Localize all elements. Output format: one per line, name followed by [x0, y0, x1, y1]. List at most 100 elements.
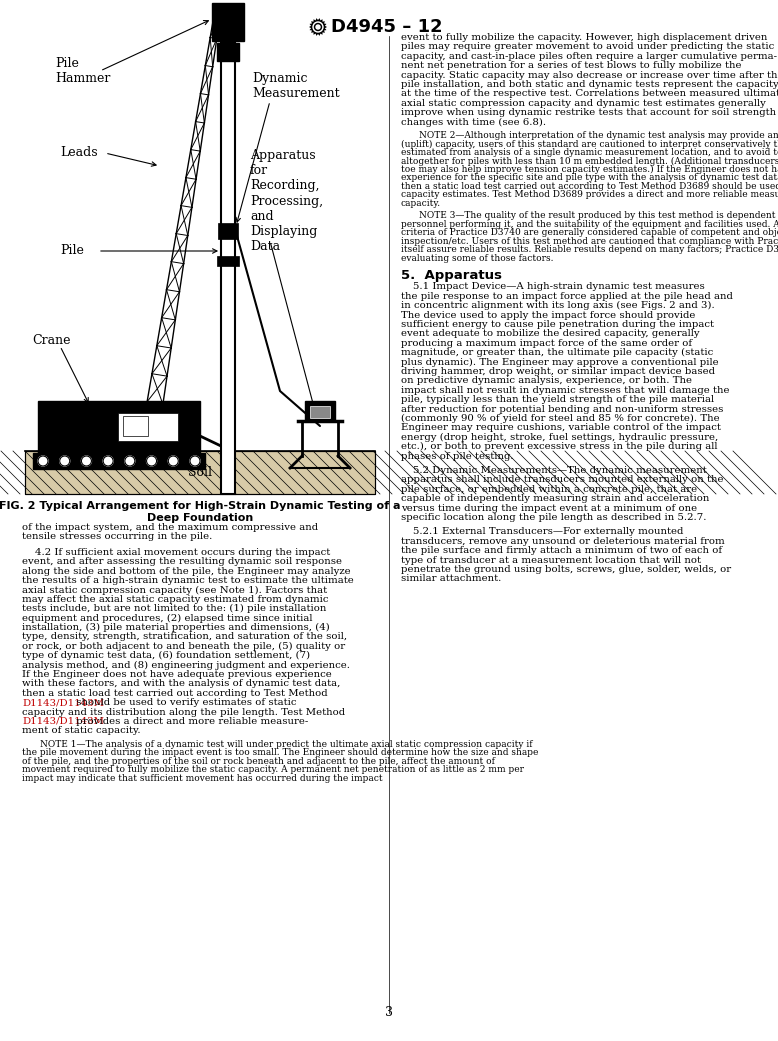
- Polygon shape: [309, 18, 327, 35]
- Text: pile installation, and both static and dynamic tests represent the capacity: pile installation, and both static and d…: [401, 80, 778, 88]
- Bar: [217, 43, 239, 61]
- Circle shape: [313, 22, 323, 32]
- Text: 5.  Apparatus: 5. Apparatus: [401, 270, 502, 282]
- Text: tests include, but are not limited to the: (1) pile installation: tests include, but are not limited to th…: [22, 604, 327, 613]
- Circle shape: [38, 456, 48, 466]
- Text: versus time during the impact event at a minimum of one: versus time during the impact event at a…: [401, 504, 697, 513]
- Text: 5.2.1 External Transducers—For externally mounted: 5.2.1 External Transducers—For externall…: [413, 528, 683, 536]
- Text: toe may also help improve tension capacity estimates.) If the Engineer does not : toe may also help improve tension capaci…: [401, 166, 778, 174]
- Text: 3: 3: [385, 1006, 393, 1019]
- Text: criteria of Practice D3740 are generally considered capable of competent and obj: criteria of Practice D3740 are generally…: [401, 229, 778, 237]
- Text: on predictive dynamic analysis, experience, or both. The: on predictive dynamic analysis, experien…: [401, 377, 692, 385]
- Circle shape: [314, 24, 321, 30]
- Bar: [305, 401, 335, 421]
- Text: then a static load test carried out according to Test Method: then a static load test carried out acco…: [22, 689, 328, 697]
- Text: movement required to fully mobilize the static capacity. A permanent net penetra: movement required to fully mobilize the …: [22, 765, 524, 775]
- Text: the results of a high-strain dynamic test to estimate the ultimate: the results of a high-strain dynamic tes…: [22, 576, 354, 585]
- Text: improve when using dynamic restrike tests that account for soil strength: improve when using dynamic restrike test…: [401, 108, 776, 118]
- Text: nent net penetration for a series of test blows to fully mobilize the: nent net penetration for a series of tes…: [401, 61, 741, 70]
- Text: phases of pile testing.: phases of pile testing.: [401, 452, 513, 461]
- Text: impact may indicate that sufficient movement has occurred during the impact: impact may indicate that sufficient move…: [22, 773, 383, 783]
- Text: capacity. Static capacity may also decrease or increase over time after the: capacity. Static capacity may also decre…: [401, 71, 778, 79]
- Circle shape: [82, 456, 92, 466]
- Bar: [218, 223, 238, 239]
- Text: If the Engineer does not have adequate previous experience: If the Engineer does not have adequate p…: [22, 670, 331, 679]
- Text: pile surface, or embedded within a concrete pile, that are: pile surface, or embedded within a concr…: [401, 485, 697, 493]
- Bar: [221, 43, 235, 494]
- Text: the pile surface and firmly attach a minimum of two of each of: the pile surface and firmly attach a min…: [401, 547, 722, 555]
- Text: tensile stresses occurring in the pile.: tensile stresses occurring in the pile.: [22, 532, 212, 541]
- Text: (commonly 90 % of yield for steel and 85 % for concrete). The: (commonly 90 % of yield for steel and 85…: [401, 414, 720, 424]
- Text: inspection/etc. Users of this test method are cautioned that compliance with Pra: inspection/etc. Users of this test metho…: [401, 237, 778, 246]
- Text: Crane: Crane: [32, 334, 71, 348]
- Text: 4.2 If sufficient axial movement occurs during the impact: 4.2 If sufficient axial movement occurs …: [22, 548, 330, 557]
- Text: installation, (3) pile material properties and dimensions, (4): installation, (3) pile material properti…: [22, 623, 330, 632]
- Text: apparatus shall include transducers mounted externally on the: apparatus shall include transducers moun…: [401, 476, 724, 484]
- Text: changes with time (see 6.8).: changes with time (see 6.8).: [401, 118, 546, 127]
- Text: (uplift) capacity, users of this standard are cautioned to interpret conservativ: (uplift) capacity, users of this standar…: [401, 139, 778, 149]
- Bar: [212, 3, 244, 41]
- Circle shape: [60, 456, 70, 466]
- Text: with these factors, and with the analysis of dynamic test data,: with these factors, and with the analysi…: [22, 680, 340, 688]
- Text: transducers, remove any unsound or deleterious material from: transducers, remove any unsound or delet…: [401, 537, 725, 545]
- Bar: [38, 401, 200, 456]
- Text: The device used to apply the impact force should provide: The device used to apply the impact forc…: [401, 310, 696, 320]
- Text: Pile
Hammer: Pile Hammer: [55, 57, 110, 85]
- Text: penetrate the ground using bolts, screws, glue, solder, welds, or: penetrate the ground using bolts, screws…: [401, 565, 731, 574]
- Text: Leads: Leads: [60, 147, 97, 159]
- Circle shape: [103, 456, 113, 466]
- Circle shape: [316, 25, 320, 29]
- Text: Pile: Pile: [60, 245, 84, 257]
- Text: axial static compression capacity (see Note 1). Factors that: axial static compression capacity (see N…: [22, 585, 327, 594]
- Text: capacity and its distribution along the pile length. Test Method: capacity and its distribution along the …: [22, 708, 345, 716]
- Bar: [33, 453, 205, 469]
- Text: Dynamic
Measurement: Dynamic Measurement: [252, 72, 340, 100]
- Circle shape: [146, 456, 156, 466]
- Text: plus dynamic). The Engineer may approve a conventional pile: plus dynamic). The Engineer may approve …: [401, 358, 719, 366]
- Text: sufficient energy to cause pile penetration during the impact: sufficient energy to cause pile penetrat…: [401, 320, 714, 329]
- Bar: [217, 256, 239, 266]
- Text: specific location along the pile length as described in 5.2.7.: specific location along the pile length …: [401, 513, 706, 523]
- Text: 5.2 Dynamic Measurements—The dynamic measurement: 5.2 Dynamic Measurements—The dynamic mea…: [413, 466, 706, 475]
- Text: in concentric alignment with its long axis (see Figs. 2 and 3).: in concentric alignment with its long ax…: [401, 301, 715, 310]
- Text: should be used to verify estimates of static: should be used to verify estimates of st…: [73, 699, 296, 707]
- Text: then a static load test carried out according to Test Method D3689 should be use: then a static load test carried out acco…: [401, 182, 778, 191]
- Text: at the time of the respective test. Correlations between measured ultimate: at the time of the respective test. Corr…: [401, 90, 778, 99]
- Text: D4945 – 12: D4945 – 12: [331, 18, 443, 36]
- Text: type, density, strength, stratification, and saturation of the soil,: type, density, strength, stratification,…: [22, 632, 347, 641]
- Bar: [118, 413, 178, 441]
- Circle shape: [168, 456, 178, 466]
- Text: pile, typically less than the yield strength of the pile material: pile, typically less than the yield stre…: [401, 396, 714, 404]
- Bar: [310, 406, 330, 418]
- Text: type of transducer at a measurement location that will not: type of transducer at a measurement loca…: [401, 556, 701, 564]
- Text: capacity estimates. Test Method D3689 provides a direct and more reliable measur: capacity estimates. Test Method D3689 pr…: [401, 191, 778, 200]
- Text: capacity.: capacity.: [401, 199, 441, 208]
- Text: event to fully mobilize the capacity. However, high displacement driven: event to fully mobilize the capacity. Ho…: [401, 33, 767, 42]
- Text: Soil: Soil: [188, 465, 212, 479]
- Text: of the pile, and the properties of the soil or rock beneath and adjacent to the : of the pile, and the properties of the s…: [22, 757, 495, 766]
- Text: Apparatus
for
Recording,
Processing,
and
Displaying
Data: Apparatus for Recording, Processing, and…: [250, 150, 323, 253]
- Text: 5.1 Impact Device—A high-strain dynamic test measures: 5.1 Impact Device—A high-strain dynamic …: [413, 282, 705, 291]
- Text: event adequate to mobilize the desired capacity, generally: event adequate to mobilize the desired c…: [401, 330, 699, 338]
- Text: provides a direct and more reliable measure-: provides a direct and more reliable meas…: [73, 717, 308, 726]
- Text: capable of independently measuring strain and acceleration: capable of independently measuring strai…: [401, 494, 710, 503]
- Text: NOTE 2—Although interpretation of the dynamic test analysis may provide an estim: NOTE 2—Although interpretation of the dy…: [419, 131, 778, 139]
- Text: Deep Foundation: Deep Foundation: [147, 513, 253, 523]
- Text: the pile movement during the impact event is too small. The Engineer should dete: the pile movement during the impact even…: [22, 748, 538, 757]
- Text: along the side and bottom of the pile, the Engineer may analyze: along the side and bottom of the pile, t…: [22, 566, 351, 576]
- Circle shape: [124, 456, 135, 466]
- Text: FIG. 2 Typical Arrangement for High-Strain Dynamic Testing of a: FIG. 2 Typical Arrangement for High-Stra…: [0, 501, 401, 511]
- Text: after reduction for potential bending and non-uniform stresses: after reduction for potential bending an…: [401, 405, 724, 413]
- Text: may affect the axial static capacity estimated from dynamic: may affect the axial static capacity est…: [22, 594, 328, 604]
- Text: impact shall not result in dynamic stresses that will damage the: impact shall not result in dynamic stres…: [401, 386, 730, 395]
- Text: type of dynamic test data, (6) foundation settlement, (7): type of dynamic test data, (6) foundatio…: [22, 652, 310, 660]
- Text: equipment and procedures, (2) elapsed time since initial: equipment and procedures, (2) elapsed ti…: [22, 613, 313, 623]
- Text: itself assure reliable results. Reliable results depend on many factors; Practic: itself assure reliable results. Reliable…: [401, 246, 778, 254]
- Text: D1143/D1143M: D1143/D1143M: [22, 717, 104, 726]
- Text: altogether for piles with less than 10 m embedded length. (Additional transducer: altogether for piles with less than 10 m…: [401, 156, 778, 166]
- Text: evaluating some of those factors.: evaluating some of those factors.: [401, 254, 553, 263]
- Text: or rock, or both adjacent to and beneath the pile, (5) quality or: or rock, or both adjacent to and beneath…: [22, 642, 345, 651]
- Circle shape: [190, 456, 200, 466]
- Text: the pile response to an impact force applied at the pile head and: the pile response to an impact force app…: [401, 291, 733, 301]
- Text: driving hammer, drop weight, or similar impact device based: driving hammer, drop weight, or similar …: [401, 367, 715, 376]
